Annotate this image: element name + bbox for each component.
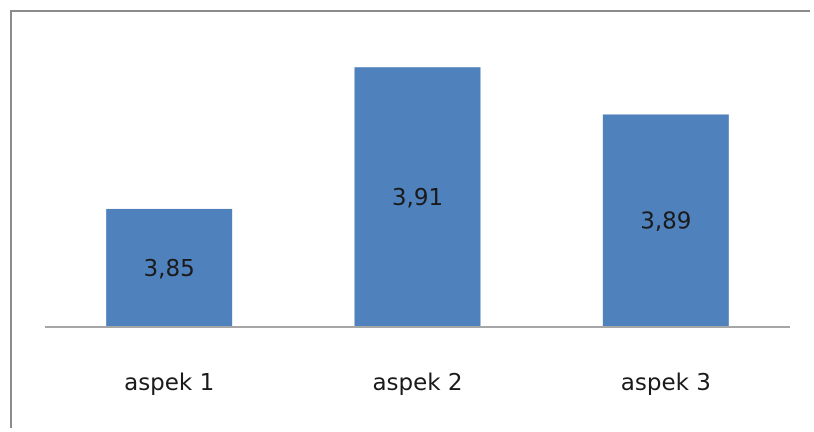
x-tick-label-3: aspek 3 bbox=[621, 370, 711, 396]
bar-value-label-2: 3,91 bbox=[392, 185, 443, 211]
bar-2 bbox=[354, 67, 481, 327]
bars-layer bbox=[106, 67, 729, 327]
bar-3 bbox=[602, 114, 729, 327]
bar-value-label-1: 3,85 bbox=[144, 256, 195, 282]
labels-layer: 3,85 aspek 1 3,91 aspek 2 3,89 aspek 3 bbox=[124, 185, 711, 396]
bar-1 bbox=[106, 208, 233, 327]
bar-value-label-3: 3,89 bbox=[640, 209, 691, 235]
x-tick-label-2: aspek 2 bbox=[372, 370, 462, 396]
x-tick-label-1: aspek 1 bbox=[124, 370, 214, 396]
